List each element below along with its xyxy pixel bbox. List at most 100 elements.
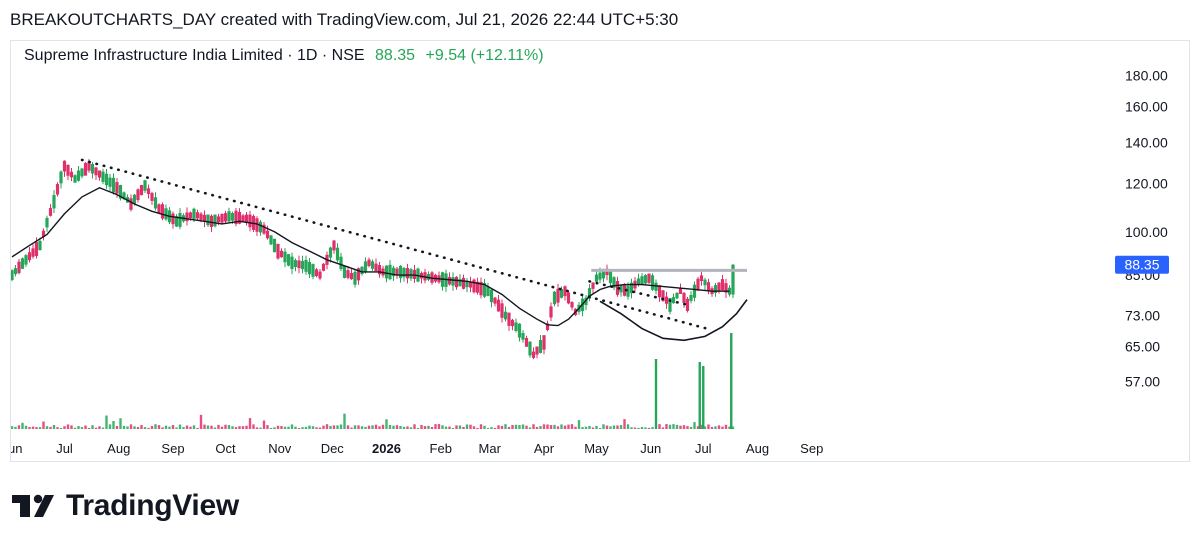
- volume-bar: [21, 422, 24, 429]
- volume-bar: [266, 425, 269, 429]
- volume-bar: [577, 420, 581, 429]
- y-tick-label: 120.00: [1125, 175, 1168, 191]
- candle-body: [640, 276, 644, 285]
- candle-body: [55, 184, 60, 195]
- candle-body: [237, 211, 242, 224]
- volume-bar: [24, 425, 28, 429]
- candle-body: [335, 247, 340, 261]
- volume-bar: [91, 425, 94, 429]
- candle-body: [559, 289, 564, 298]
- volume-bar: [325, 424, 329, 429]
- candle-body: [685, 298, 690, 311]
- volume-bar: [497, 425, 500, 429]
- candle-body: [223, 213, 228, 222]
- legend-price: 88.35: [375, 47, 416, 64]
- candle-body: [461, 277, 466, 289]
- volume-bar: [371, 425, 374, 429]
- y-tick-label: 100.00: [1125, 224, 1168, 240]
- candle-body: [160, 204, 165, 219]
- volume-bar: [504, 424, 507, 429]
- volume-bar: [668, 424, 672, 429]
- volume-bar: [360, 426, 364, 429]
- volume-bar: [574, 426, 577, 429]
- candle-body: [475, 281, 480, 293]
- candle-body: [661, 290, 665, 301]
- volume-bar: [507, 427, 511, 429]
- volume-bar: [542, 424, 546, 429]
- candle-body: [199, 213, 203, 220]
- volume-bar: [17, 425, 21, 429]
- candle-body: [311, 264, 315, 277]
- candle-body: [76, 170, 81, 181]
- candle-body: [545, 323, 550, 331]
- volume-bar: [161, 427, 164, 429]
- volume-bar: [500, 425, 504, 429]
- volume-bar: [560, 424, 563, 429]
- candle-body: [24, 255, 28, 265]
- candle-body: [265, 230, 270, 239]
- candle-body: [83, 162, 88, 176]
- volume-bar: [248, 418, 252, 429]
- volume-bar: [339, 424, 343, 429]
- candle-body: [594, 274, 599, 282]
- volume-bar: [563, 425, 567, 429]
- volume-bar: [430, 426, 434, 429]
- candle-body: [713, 285, 718, 293]
- candle-body: [87, 161, 91, 171]
- volume-bar: [549, 425, 553, 429]
- candle-body: [731, 264, 735, 295]
- candle-body: [384, 265, 389, 279]
- candle-body: [220, 214, 224, 223]
- cup-arc: [599, 299, 748, 342]
- volume-bar: [689, 426, 693, 429]
- volume-bar: [696, 426, 700, 429]
- volume-bar: [262, 420, 266, 429]
- candle-body: [339, 256, 343, 270]
- candle-body: [454, 276, 459, 288]
- y-tick-label: 57.00: [1125, 373, 1160, 389]
- volume-bar: [644, 427, 647, 429]
- candle-body: [570, 302, 574, 308]
- volume-bar: [231, 426, 234, 429]
- volume-bar: [63, 426, 66, 429]
- candle-body: [535, 346, 539, 355]
- volume-bar: [168, 426, 171, 429]
- volume-bar: [157, 425, 161, 429]
- x-tick-label: Aug: [107, 441, 130, 456]
- volume-bar: [52, 425, 56, 429]
- volume-bar: [483, 425, 486, 429]
- candle-body: [290, 256, 294, 270]
- volume-bar: [367, 425, 371, 429]
- candle-body: [556, 288, 560, 303]
- chart-panel[interactable]: 180.00 160.00 140.00 120.00 100.00 85.00 73.00…: [10, 40, 1190, 462]
- candle-body: [510, 319, 515, 327]
- candle-body: [363, 261, 368, 272]
- volume-bar: [626, 424, 630, 429]
- volume-bar: [451, 427, 455, 429]
- candle-body: [619, 285, 623, 293]
- volume-bar: [35, 427, 38, 429]
- candle-body: [136, 189, 140, 200]
- volume-bar: [245, 425, 248, 429]
- candle-body: [332, 240, 336, 251]
- volume-bar: [717, 425, 721, 429]
- volume-bar: [710, 426, 714, 429]
- volume-bar: [493, 427, 497, 429]
- price-chart[interactable]: 180.00160.00140.00120.00100.0085.0073.00…: [11, 41, 1189, 461]
- volume-bar: [290, 424, 294, 429]
- volume-bar: [276, 425, 280, 429]
- volume-bar: [178, 424, 182, 429]
- candle-body: [720, 279, 725, 291]
- y-tick-label: 140.00: [1125, 134, 1168, 150]
- volume-bar: [252, 424, 255, 429]
- volume-bar: [133, 426, 136, 429]
- volume-bar: [437, 424, 441, 429]
- volume-bar: [101, 427, 105, 429]
- candle-body: [524, 338, 529, 347]
- volume-bar: [227, 425, 231, 429]
- candle-body: [472, 279, 476, 293]
- volume-bar: [196, 427, 199, 429]
- candle-body: [482, 283, 487, 297]
- candle-body: [538, 340, 543, 353]
- candle-body: [171, 213, 175, 225]
